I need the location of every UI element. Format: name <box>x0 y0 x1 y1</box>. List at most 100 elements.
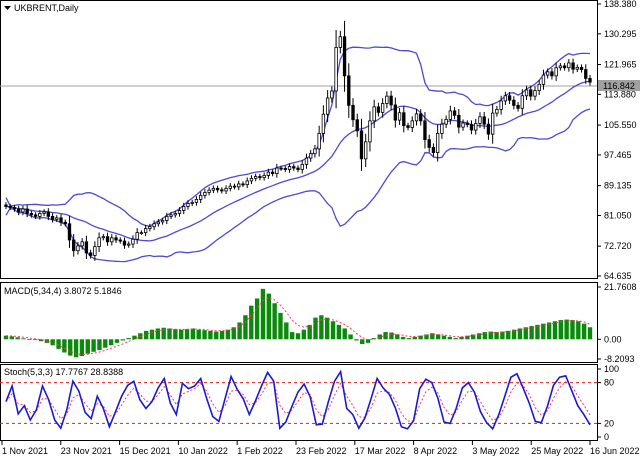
candle-body <box>241 183 245 186</box>
macd-histogram-bar <box>319 315 324 340</box>
price-tick-label: 130.295 <box>604 29 637 39</box>
candle-body <box>186 203 190 207</box>
candle-body <box>406 125 410 128</box>
stoch-axis: 100 80 20 0 <box>597 364 619 442</box>
candle-body <box>258 176 262 179</box>
candle-body <box>63 221 67 225</box>
stoch-signal-line <box>5 381 591 422</box>
macd-histogram-bar <box>383 332 388 340</box>
candle-body <box>410 120 414 128</box>
candle-body <box>254 176 258 179</box>
candle-body <box>80 241 84 247</box>
macd-histogram-bar <box>406 338 412 340</box>
candle-body <box>499 100 503 110</box>
macd-histogram-bar <box>126 338 131 340</box>
macd-histogram-bar <box>103 339 108 348</box>
macd-histogram-bar <box>529 326 534 340</box>
time-tick-label: 10 Jan 2022 <box>178 446 228 456</box>
macd-histogram-bar <box>179 329 184 340</box>
candle-body <box>215 187 220 191</box>
candle-body <box>245 180 249 186</box>
candle-body <box>135 232 139 240</box>
price-tick-label: 72.720 <box>604 241 632 251</box>
macd-histogram-bar <box>488 331 493 340</box>
candle-body <box>84 241 89 254</box>
macd-histogram-bar <box>465 335 470 340</box>
candle-body <box>33 214 38 217</box>
time-tick-label: 23 Feb 2022 <box>296 446 347 456</box>
macd-histogram-bar <box>284 322 289 340</box>
candle-body <box>97 237 101 248</box>
macd-histogram-bar <box>494 332 499 340</box>
macd-histogram-bar <box>167 328 172 340</box>
candle-body <box>173 213 177 216</box>
candle-body <box>516 104 520 109</box>
candle-body <box>169 214 173 217</box>
macd-panel[interactable]: MACD(5,34,4) 3.8072 5.1846 <box>0 282 598 363</box>
macd-histogram-bar <box>453 338 458 340</box>
candle-body <box>507 95 512 101</box>
candle-body <box>279 167 283 170</box>
candle-body <box>419 113 423 122</box>
candle-body <box>42 211 46 214</box>
candle-body <box>317 132 321 150</box>
candle-body <box>127 243 131 246</box>
candle-body <box>435 132 440 153</box>
candle-body <box>427 139 431 148</box>
candle-body <box>110 237 114 243</box>
candle-body <box>76 245 80 252</box>
candle-body <box>38 213 42 217</box>
macd-histogram-bar <box>301 329 307 340</box>
candle-body <box>397 112 402 121</box>
macd-tick-label: 21.7608 <box>604 282 637 292</box>
macd-histogram-bar <box>155 328 161 340</box>
candle-body <box>283 168 287 170</box>
macd-histogram-bar <box>173 329 178 340</box>
candle-body <box>292 166 296 169</box>
macd-histogram-bar <box>506 330 511 340</box>
macd-histogram-bar <box>237 322 242 340</box>
candle-body <box>351 104 355 121</box>
macd-histogram-bar <box>336 324 342 340</box>
candle-body <box>452 110 457 116</box>
stoch-panel[interactable]: Stoch(5,3,3) 17.7767 28.8388 <box>0 364 598 441</box>
candle-body <box>495 109 499 114</box>
candle-body <box>334 47 338 92</box>
macd-histogram-bar <box>576 321 581 340</box>
candle-body <box>93 246 97 256</box>
macd-histogram-bar <box>149 329 155 340</box>
macd-histogram-bar <box>471 334 476 340</box>
macd-histogram-bar <box>225 329 231 340</box>
candle-body <box>177 210 182 214</box>
price-panel[interactable] <box>0 0 598 279</box>
candle-body <box>88 252 93 256</box>
candle-body <box>296 167 300 170</box>
macd-histogram-bar <box>541 323 546 340</box>
triangle-down-icon[interactable] <box>4 6 11 10</box>
price-tick-label: 138.380 <box>604 0 637 9</box>
candle-body <box>423 120 427 141</box>
symbol-header[interactable]: UKBRENT,Daily <box>4 3 79 13</box>
macd-histogram-bar <box>27 339 32 340</box>
candle-body <box>160 220 165 223</box>
price-tick-label: 113.880 <box>604 89 636 99</box>
candle-body <box>21 208 25 213</box>
macd-signal-line <box>5 297 591 356</box>
candle-body <box>588 78 592 83</box>
macd-histogram-bar <box>482 332 488 340</box>
candle-body <box>448 110 453 120</box>
candle-body <box>444 118 448 125</box>
time-tick-label: 3 May 2022 <box>472 446 519 456</box>
macd-histogram-bar <box>307 324 312 340</box>
macd-histogram-bar <box>430 333 435 340</box>
candle-body <box>486 123 491 135</box>
candle-body <box>266 171 271 176</box>
candle-body <box>338 36 342 48</box>
time-axis: 1 Nov 2021 23 Nov 2021 15 Dec 2021 10 Jan 2… <box>1 441 640 456</box>
macd-histogram-bar <box>249 305 254 340</box>
macd-tick-label: -8.2093 <box>604 354 635 364</box>
candle-body <box>55 217 59 220</box>
candle-body <box>198 194 203 200</box>
candle-body <box>118 239 122 242</box>
